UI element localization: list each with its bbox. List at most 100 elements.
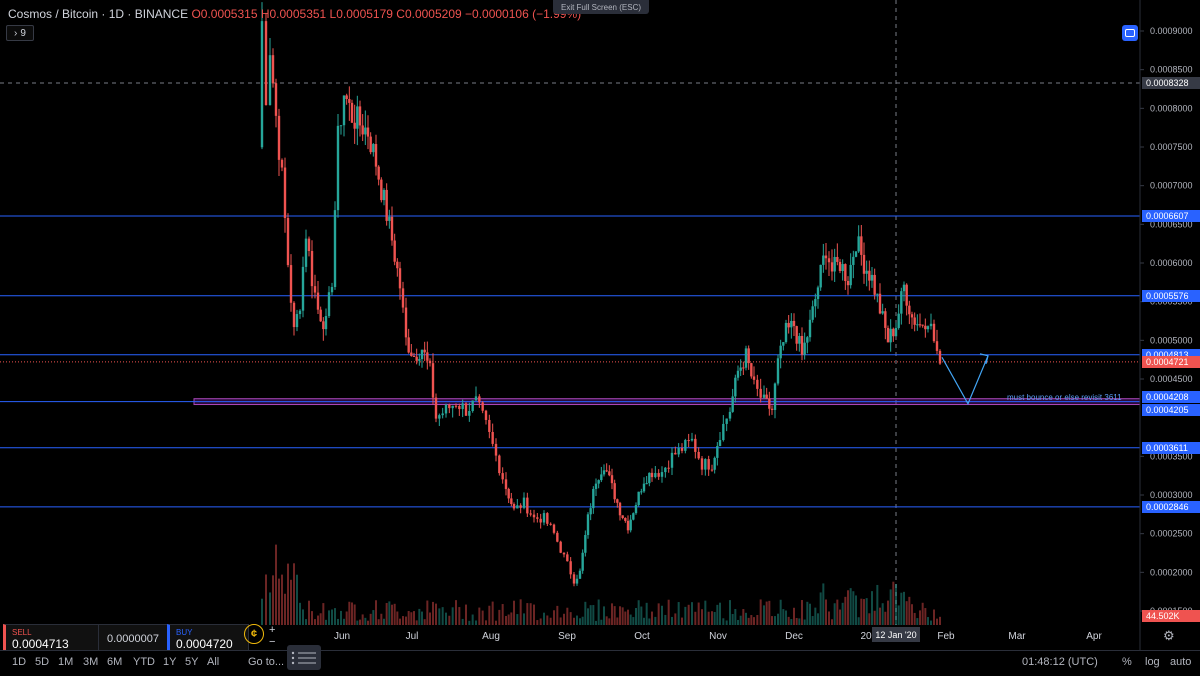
candle-body [584, 535, 587, 553]
volume-bar [939, 616, 941, 625]
volume-bar [281, 574, 283, 625]
price-tick-label: 0.0002500 [1150, 529, 1193, 539]
symbol-legend[interactable]: Cosmos / Bitcoin · 1D · BINANCE O0.00053… [8, 7, 582, 21]
volume-bar [519, 599, 522, 625]
volume-bar [627, 609, 629, 625]
candle-body [481, 402, 484, 411]
volume-bar [704, 600, 707, 625]
volume-bar [302, 609, 304, 625]
gear-icon[interactable]: ⚙ [1163, 628, 1175, 643]
candle-body [423, 349, 426, 353]
drag-handle[interactable] [287, 645, 321, 670]
timeframe-button[interactable]: 1D [12, 656, 27, 668]
candle-body [918, 324, 922, 326]
candle-body [345, 95, 348, 100]
candle-body [494, 443, 498, 456]
volume-bar [488, 605, 491, 625]
exit-fullscreen-button[interactable]: Exit Full Screen (ESC) [553, 0, 649, 14]
candle-body [865, 270, 868, 274]
candle-body [605, 470, 608, 472]
timeframe-button[interactable]: 6M [107, 656, 123, 668]
volume-bar [809, 603, 811, 625]
price-tick-label: 0.0004500 [1150, 374, 1193, 384]
indicators-toggle-button[interactable]: › 9 [6, 25, 34, 41]
volume-bar [348, 601, 351, 625]
buy-button[interactable]: BUY 0.0004720 [167, 624, 249, 654]
volume-bar [426, 600, 429, 625]
volume-bar [592, 605, 595, 625]
currency-alert-icon[interactable]: ¢ [244, 624, 264, 644]
candle-body [892, 328, 895, 337]
auto-toggle[interactable]: auto [1170, 656, 1192, 668]
volume-bar [546, 615, 549, 625]
candle-body [292, 302, 296, 328]
candlesticks [260, 2, 942, 587]
zoom-out-button[interactable]: − [269, 636, 276, 648]
volume-bar [768, 600, 771, 625]
log-toggle[interactable]: log [1145, 656, 1160, 668]
candle-body [694, 438, 697, 452]
candle-body [316, 292, 320, 310]
volume-bar [475, 620, 477, 625]
timeframe-button[interactable]: 5D [35, 656, 50, 668]
volume-bar [308, 600, 310, 625]
percent-toggle[interactable]: % [1122, 656, 1132, 668]
candle-body [602, 470, 606, 475]
goto-button[interactable]: Go to... [248, 656, 285, 668]
volume-bar [905, 601, 908, 625]
candle-body [454, 405, 458, 407]
candle-body [806, 337, 809, 343]
utc-clock[interactable]: 01:48:12 (UTC) [1022, 656, 1098, 668]
candle-body [697, 451, 700, 459]
volume-bar [351, 602, 353, 625]
candle-body [618, 502, 622, 516]
candle-body [640, 491, 643, 493]
candle-body [313, 286, 317, 293]
timeframe-button[interactable]: YTD [133, 656, 155, 668]
candle-body [372, 144, 375, 153]
candle-body [461, 403, 464, 410]
timeframe-button[interactable]: 1M [58, 656, 74, 668]
candle-body [713, 457, 716, 470]
crosshair-date-label: 12 Jan '20 [872, 627, 920, 642]
timeframe-button[interactable]: 3M [83, 656, 99, 668]
candle-body [610, 475, 614, 484]
zoom-in-button[interactable]: + [269, 624, 276, 636]
candle-body [613, 483, 616, 500]
volume-bar [722, 618, 725, 625]
candle-body [814, 299, 817, 307]
sell-button[interactable]: SELL 0.0004713 [3, 624, 99, 654]
screenshot-button[interactable] [1122, 25, 1138, 41]
candle-body [908, 305, 911, 315]
candle-body [654, 473, 657, 478]
timeframe-button[interactable]: All [207, 656, 220, 668]
volume-bar [448, 615, 451, 625]
candle-body [283, 167, 287, 219]
volume-bar [325, 619, 327, 625]
candle-body [680, 447, 684, 451]
trade-panel: SELL 0.0004713 0.0000007 BUY 0.0004720 [3, 624, 249, 654]
candle-body [474, 396, 478, 401]
volume-bar [573, 617, 575, 625]
candle-body [589, 508, 592, 515]
volume-bar [927, 617, 929, 625]
timeframe-button[interactable]: 5Y [185, 656, 199, 668]
text-annotation[interactable]: must bounce or else revisit 3611 [1007, 393, 1122, 402]
projection-path[interactable] [941, 355, 989, 406]
candle-body [841, 264, 844, 272]
candle-body [716, 446, 719, 458]
candle-body [881, 311, 884, 314]
chart-grid [0, 0, 1140, 625]
timeframe-button[interactable]: 1Y [163, 656, 177, 668]
volume-bar [876, 584, 879, 625]
volume-bar [753, 617, 755, 625]
volume-bar [581, 616, 584, 625]
volume-bar [369, 613, 372, 625]
volume-bar [933, 609, 935, 625]
candle-body [657, 473, 660, 477]
candle-body [660, 472, 664, 477]
candle-body [401, 288, 405, 308]
volume-bar [399, 618, 401, 625]
candle-body [271, 55, 275, 84]
